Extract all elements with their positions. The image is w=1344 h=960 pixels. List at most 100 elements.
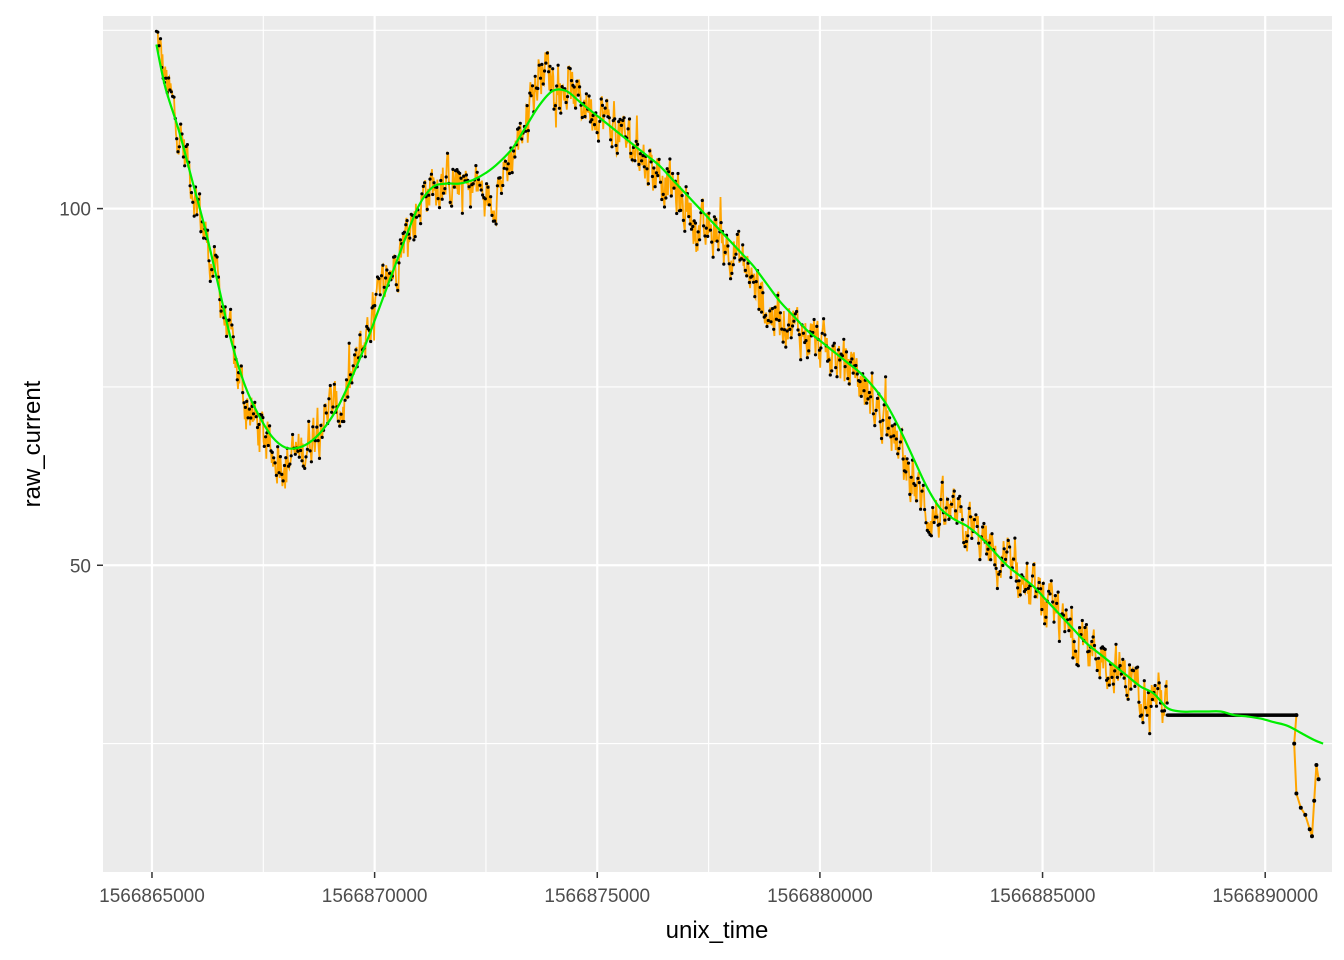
data-point [850,357,854,361]
data-point [731,263,735,267]
data-point [600,103,605,107]
data-point [427,193,431,197]
data-point [929,534,934,538]
data-point [652,166,656,170]
data-point [693,221,698,225]
data-point [730,271,734,275]
data-point [835,375,839,379]
data-point [1017,579,1021,583]
data-point [164,76,168,80]
data-point [995,586,1000,591]
data-point [565,95,570,99]
data-point [1094,657,1098,661]
data-point [1310,834,1314,839]
data-point [555,84,559,88]
data-point [1083,625,1087,630]
data-point [198,192,202,196]
data-point [901,457,905,461]
data-point [990,532,994,536]
data-point [324,411,328,415]
data-point [444,175,448,179]
data-point [1312,798,1317,803]
data-point [551,67,555,71]
data-point [464,173,468,177]
data-point [280,472,284,476]
data-point [1055,601,1059,606]
data-point [288,462,292,466]
data-point [261,416,265,420]
data-point [1122,676,1126,680]
data-point [1298,805,1303,810]
data-point [1030,574,1035,578]
data-point [780,327,784,331]
data-point [474,164,478,168]
data-point [227,318,231,322]
data-point [172,95,176,99]
data-point [462,174,466,178]
data-point [871,412,876,416]
data-point [396,288,400,292]
data-point [436,197,440,201]
data-point [698,238,702,242]
data-point [460,211,464,215]
data-point [950,502,954,506]
data-point [421,184,425,188]
data-point [875,396,880,400]
data-point [592,123,597,127]
data-point [202,236,206,240]
data-point [336,419,340,423]
data-point [1098,676,1102,680]
data-point [1002,547,1006,551]
data-point [978,558,982,562]
data-point [564,100,568,105]
data-point [602,114,606,118]
data-point [1080,618,1084,623]
data-point [575,79,579,83]
data-point [239,364,243,368]
data-point [737,229,741,233]
data-point [1033,595,1037,599]
data-point [619,123,624,127]
data-point [1091,635,1095,639]
data-point [181,155,185,159]
data-point [1314,763,1319,767]
data-point [304,455,308,459]
data-point [648,149,652,153]
data-point [404,223,408,227]
data-point [923,507,927,512]
data-point [998,569,1002,574]
data-point [344,378,349,382]
data-point [813,353,818,357]
data-point [827,358,831,362]
data-point [540,62,544,66]
data-point [707,211,711,215]
data-point [831,344,835,348]
data-point [419,222,423,226]
data-point [1144,706,1148,710]
data-point [276,445,280,449]
data-point [490,213,494,217]
data-point [960,518,965,522]
data-point [441,191,446,195]
data-point [1056,590,1060,594]
data-point [176,150,180,154]
data-point [634,139,638,143]
data-point [1111,682,1115,686]
data-point [428,177,432,181]
data-point [307,419,311,423]
data-point [789,336,793,340]
data-point [870,371,874,375]
data-point [1092,643,1097,648]
data-point [587,94,591,98]
data-point [680,194,684,198]
data-point [621,118,625,123]
data-point [916,476,920,480]
data-point [843,365,847,369]
data-point [382,285,386,289]
data-point [977,541,981,545]
data-point [696,230,700,234]
data-point [309,460,313,464]
data-point [169,90,173,94]
data-point [801,331,806,335]
data-point [729,277,733,281]
